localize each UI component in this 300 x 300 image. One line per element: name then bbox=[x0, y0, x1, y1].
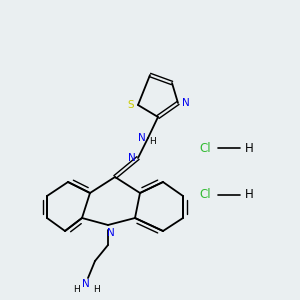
Text: N: N bbox=[107, 228, 115, 238]
Text: N: N bbox=[128, 153, 136, 163]
Text: H: H bbox=[73, 284, 80, 293]
Text: N: N bbox=[138, 133, 146, 143]
Text: H: H bbox=[93, 284, 99, 293]
Text: H: H bbox=[244, 142, 253, 154]
Text: Cl: Cl bbox=[199, 142, 211, 154]
Text: S: S bbox=[128, 100, 134, 110]
Text: Cl: Cl bbox=[199, 188, 211, 202]
Text: H: H bbox=[150, 136, 156, 146]
Text: H: H bbox=[244, 188, 253, 202]
Text: N: N bbox=[82, 279, 90, 289]
Text: N: N bbox=[182, 98, 190, 108]
